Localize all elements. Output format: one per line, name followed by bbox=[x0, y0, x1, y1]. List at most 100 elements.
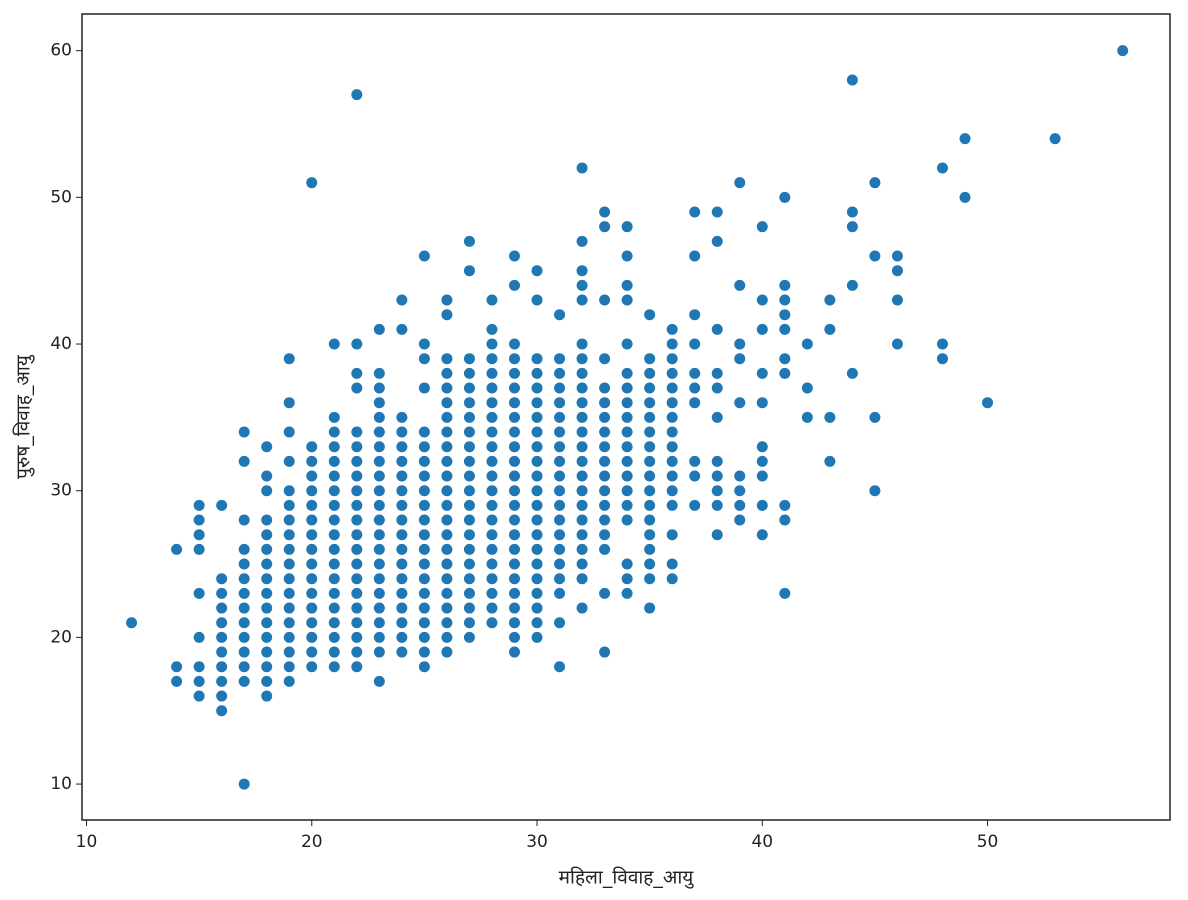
point bbox=[396, 514, 408, 526]
point bbox=[463, 265, 475, 277]
point bbox=[666, 411, 678, 423]
point bbox=[238, 543, 250, 555]
point bbox=[441, 631, 453, 643]
point bbox=[306, 558, 318, 570]
point bbox=[463, 617, 475, 629]
point bbox=[418, 617, 430, 629]
point bbox=[959, 133, 971, 145]
point bbox=[216, 646, 228, 658]
point bbox=[373, 587, 385, 599]
point bbox=[531, 631, 543, 643]
point bbox=[599, 470, 611, 482]
point bbox=[441, 646, 453, 658]
point bbox=[418, 382, 430, 394]
point bbox=[734, 397, 746, 409]
point bbox=[351, 617, 363, 629]
point bbox=[779, 499, 791, 511]
point bbox=[644, 499, 656, 511]
point bbox=[711, 235, 723, 247]
point bbox=[824, 411, 836, 423]
point bbox=[508, 279, 520, 291]
point bbox=[891, 338, 903, 350]
point bbox=[328, 455, 340, 467]
point bbox=[216, 675, 228, 687]
point bbox=[1117, 45, 1129, 57]
point bbox=[373, 558, 385, 570]
point bbox=[711, 323, 723, 335]
point bbox=[666, 323, 678, 335]
point bbox=[531, 573, 543, 585]
point bbox=[328, 426, 340, 438]
point bbox=[711, 382, 723, 394]
point bbox=[328, 529, 340, 541]
point bbox=[463, 441, 475, 453]
point bbox=[373, 529, 385, 541]
point bbox=[373, 441, 385, 453]
point bbox=[261, 675, 273, 687]
point bbox=[644, 353, 656, 365]
point bbox=[261, 514, 273, 526]
point bbox=[193, 529, 205, 541]
point bbox=[621, 441, 633, 453]
point bbox=[666, 470, 678, 482]
point bbox=[283, 675, 295, 687]
point bbox=[508, 631, 520, 643]
point bbox=[599, 543, 611, 555]
point bbox=[373, 602, 385, 614]
point bbox=[531, 265, 543, 277]
point bbox=[373, 397, 385, 409]
point bbox=[463, 587, 475, 599]
point bbox=[441, 529, 453, 541]
point bbox=[508, 499, 520, 511]
point bbox=[396, 426, 408, 438]
point bbox=[261, 573, 273, 585]
point bbox=[283, 529, 295, 541]
point bbox=[599, 353, 611, 365]
point bbox=[238, 558, 250, 570]
point bbox=[1049, 133, 1061, 145]
point bbox=[396, 602, 408, 614]
point bbox=[328, 631, 340, 643]
y-axis-label: पुरुष_विवाह_आयु bbox=[12, 354, 36, 479]
point bbox=[463, 499, 475, 511]
point bbox=[554, 426, 566, 438]
point bbox=[216, 661, 228, 673]
point bbox=[599, 499, 611, 511]
point bbox=[554, 455, 566, 467]
point bbox=[689, 309, 701, 321]
point bbox=[193, 514, 205, 526]
point bbox=[644, 426, 656, 438]
point bbox=[621, 279, 633, 291]
point bbox=[599, 514, 611, 526]
point bbox=[418, 499, 430, 511]
point bbox=[554, 543, 566, 555]
point bbox=[576, 235, 588, 247]
point bbox=[508, 514, 520, 526]
point bbox=[238, 617, 250, 629]
point bbox=[351, 543, 363, 555]
point bbox=[756, 499, 768, 511]
point bbox=[396, 411, 408, 423]
point bbox=[621, 294, 633, 306]
point bbox=[216, 705, 228, 717]
point bbox=[463, 543, 475, 555]
point bbox=[306, 631, 318, 643]
point bbox=[801, 382, 813, 394]
point bbox=[508, 573, 520, 585]
point bbox=[689, 338, 701, 350]
point bbox=[576, 265, 588, 277]
point bbox=[238, 661, 250, 673]
point bbox=[418, 573, 430, 585]
point bbox=[824, 323, 836, 335]
point bbox=[351, 499, 363, 511]
point bbox=[779, 309, 791, 321]
point bbox=[418, 441, 430, 453]
x-tick-label: 40 bbox=[751, 832, 773, 852]
point bbox=[599, 294, 611, 306]
point bbox=[508, 529, 520, 541]
point bbox=[689, 397, 701, 409]
point bbox=[418, 470, 430, 482]
point bbox=[396, 499, 408, 511]
point bbox=[261, 617, 273, 629]
point bbox=[216, 587, 228, 599]
